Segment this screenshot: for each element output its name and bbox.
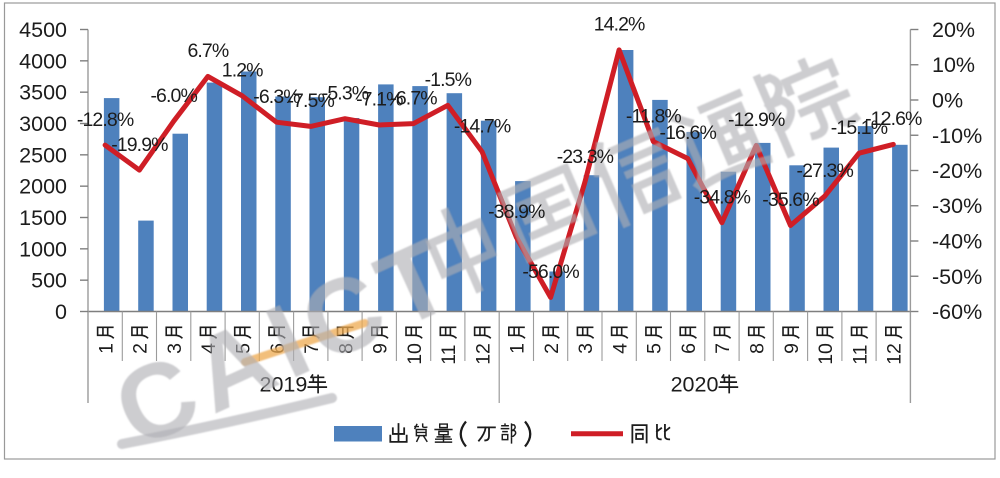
svg-text:-6.0%: -6.0% — [150, 85, 197, 107]
svg-text:10: 10 — [815, 343, 837, 365]
svg-text:2000: 2000 — [19, 175, 67, 199]
svg-text:0%: 0% — [932, 89, 963, 113]
svg-text:3000: 3000 — [19, 112, 67, 136]
svg-text:-14.7%: -14.7% — [454, 116, 511, 138]
svg-text:-40%: -40% — [932, 230, 982, 254]
svg-text:1500: 1500 — [19, 206, 67, 230]
svg-text:3500: 3500 — [19, 81, 67, 105]
svg-text:-19.9%: -19.9% — [111, 134, 168, 156]
svg-text:12: 12 — [472, 343, 494, 365]
svg-text:-12.6%: -12.6% — [865, 108, 922, 130]
svg-text:-20%: -20% — [932, 159, 982, 183]
svg-text:11: 11 — [438, 345, 460, 365]
svg-text:10%: 10% — [932, 53, 975, 77]
svg-text:-12.9%: -12.9% — [728, 109, 785, 131]
svg-text:6: 6 — [678, 343, 700, 354]
svg-text:-1.5%: -1.5% — [425, 69, 472, 91]
svg-text:-6.3%: -6.3% — [253, 86, 300, 108]
svg-text:-15.1%: -15.1% — [831, 117, 888, 139]
svg-text:4500: 4500 — [19, 18, 67, 42]
svg-text:3: 3 — [164, 343, 186, 354]
svg-text:-12.8%: -12.8% — [77, 109, 134, 131]
svg-text:4000: 4000 — [19, 49, 67, 73]
svg-text:-23.3%: -23.3% — [557, 146, 614, 168]
svg-text:-16.6%: -16.6% — [660, 122, 717, 144]
svg-text:6.7%: 6.7% — [187, 40, 228, 62]
svg-text:1: 1 — [507, 343, 529, 354]
svg-text:0: 0 — [55, 300, 67, 324]
svg-text:11: 11 — [849, 345, 871, 365]
svg-text:7: 7 — [301, 343, 323, 354]
svg-text:1000: 1000 — [19, 237, 67, 261]
svg-text:4: 4 — [609, 343, 631, 354]
svg-text:-30%: -30% — [932, 194, 982, 218]
svg-text:7: 7 — [712, 343, 734, 354]
svg-text:-34.8%: -34.8% — [694, 186, 751, 208]
svg-text:-7.1%: -7.1% — [356, 89, 403, 111]
svg-text:4: 4 — [198, 343, 220, 354]
svg-text:9: 9 — [370, 343, 392, 354]
svg-text:10: 10 — [404, 343, 426, 365]
svg-text:8: 8 — [335, 343, 357, 354]
svg-text:14.2%: 14.2% — [594, 14, 645, 36]
svg-text:2500: 2500 — [19, 143, 67, 167]
svg-text:9: 9 — [781, 343, 803, 354]
svg-text:500: 500 — [31, 269, 67, 293]
svg-text:20%: 20% — [932, 18, 975, 42]
svg-text:1.2%: 1.2% — [222, 60, 263, 82]
svg-text:-35.6%: -35.6% — [762, 189, 819, 211]
svg-text:2: 2 — [541, 343, 563, 354]
svg-text:5: 5 — [233, 343, 255, 354]
svg-text:-6.7%: -6.7% — [390, 87, 437, 109]
svg-text:-38.9%: -38.9% — [488, 201, 545, 223]
svg-text:-11.8%: -11.8% — [626, 105, 681, 127]
svg-text:3: 3 — [575, 343, 597, 354]
svg-text:-7.5%: -7.5% — [287, 90, 334, 112]
svg-text:12: 12 — [884, 343, 906, 365]
svg-text:1: 1 — [95, 343, 117, 354]
svg-text:-10%: -10% — [932, 124, 982, 148]
svg-text:2019: 2019 — [260, 373, 308, 397]
svg-text:8: 8 — [747, 343, 769, 354]
svg-text:-60%: -60% — [932, 300, 982, 324]
svg-text:-27.3%: -27.3% — [797, 160, 854, 182]
svg-text:-5.3%: -5.3% — [322, 82, 369, 104]
svg-text:-50%: -50% — [932, 265, 982, 289]
svg-text:-56.0%: -56.0% — [522, 261, 579, 283]
svg-text:2: 2 — [130, 343, 152, 354]
svg-text:2020: 2020 — [671, 373, 719, 397]
svg-text:5: 5 — [644, 343, 666, 354]
